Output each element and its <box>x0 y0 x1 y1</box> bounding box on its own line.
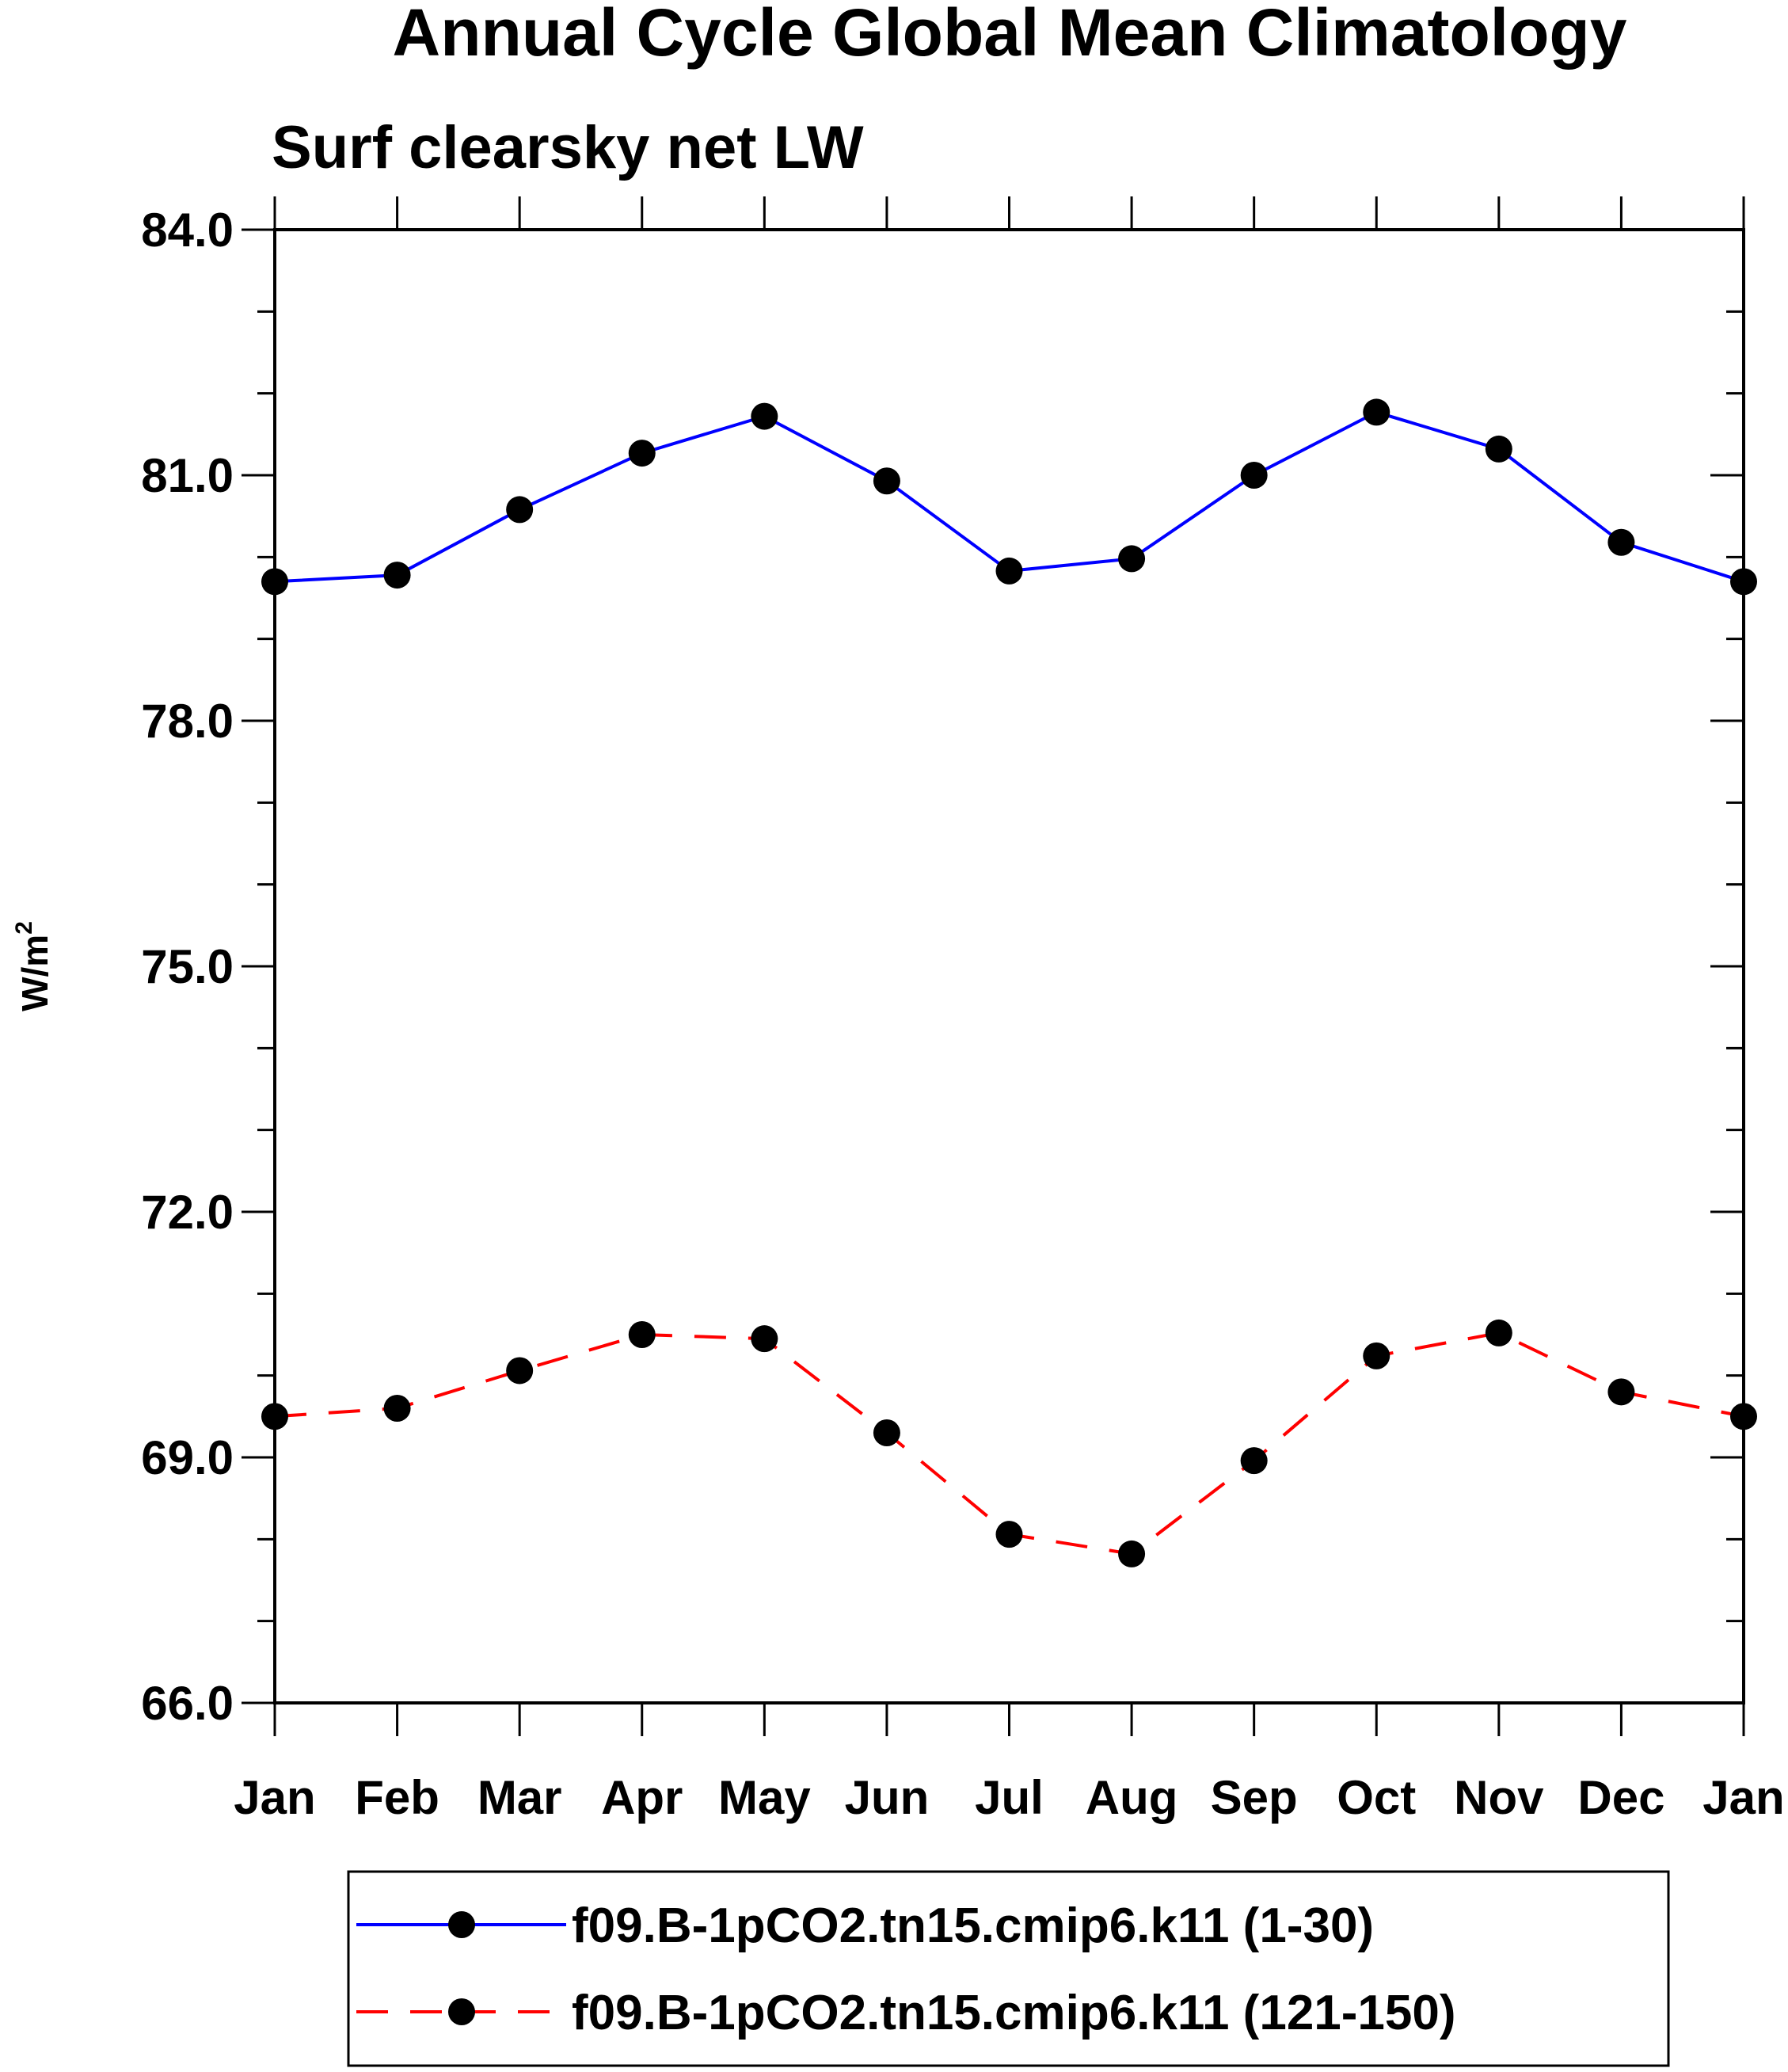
y-tick-label: 78.0 <box>141 695 234 748</box>
x-tick-label: Oct <box>1337 1771 1416 1824</box>
series-layer <box>261 398 1757 1567</box>
data-point-series-1 <box>383 562 411 589</box>
data-point-series-1 <box>1118 545 1146 573</box>
legend-marker-series-1 <box>448 1911 475 1938</box>
data-point-series-1 <box>1240 462 1268 489</box>
data-point-series-2 <box>628 1321 656 1348</box>
y-tick-label: 69.0 <box>141 1431 234 1484</box>
data-point-series-1 <box>628 440 656 467</box>
chart-subtitle: Surf clearsky net LW <box>272 114 864 181</box>
legend-box <box>347 1870 1670 2067</box>
data-point-series-2 <box>1363 1342 1390 1369</box>
data-point-series-2 <box>1118 1540 1146 1567</box>
x-tick-labels: Jan Feb Mar Apr May Jun Jul Aug Sep Oct Nov Dec Jan <box>234 1771 1784 1824</box>
axis-ticks <box>242 196 1745 1736</box>
x-tick-label: Jul <box>975 1771 1044 1824</box>
data-point-series-2 <box>261 1403 288 1430</box>
data-point-series-2 <box>506 1357 534 1385</box>
y-tick-label: 72.0 <box>141 1186 234 1239</box>
data-point-series-2 <box>873 1419 900 1446</box>
x-tick-label: Jan <box>1702 1771 1784 1824</box>
y-axis-label: W/m2 <box>11 921 55 1011</box>
data-point-series-2 <box>1240 1447 1268 1475</box>
data-point-series-1 <box>1730 568 1757 596</box>
data-point-series-1 <box>506 496 534 524</box>
x-tick-label: May <box>718 1771 811 1824</box>
data-point-series-1 <box>995 557 1023 585</box>
legend-label-series-2: f09.B-1pCO2.tn15.cmip6.k11 (121-150) <box>572 1986 1456 2040</box>
plot-frame <box>273 228 1745 1704</box>
x-tick-label: Jun <box>845 1771 930 1824</box>
y-tick-label: 84.0 <box>141 204 234 257</box>
y-tick-label: 81.0 <box>141 449 234 502</box>
x-tick-label: Mar <box>477 1771 562 1824</box>
series-line-2 <box>274 1331 1744 1556</box>
data-point-series-1 <box>1607 528 1635 556</box>
data-point-series-2 <box>995 1521 1023 1548</box>
legend-label-series-1: f09.B-1pCO2.tn15.cmip6.k11 (1-30) <box>572 1899 1374 1953</box>
data-point-series-2 <box>383 1395 411 1422</box>
x-tick-label: Feb <box>355 1771 439 1824</box>
y-tick-labels: 66.0 69.0 72.0 75.0 78.0 81.0 84.0 <box>141 204 234 1730</box>
x-tick-label: Aug <box>1086 1771 1178 1824</box>
x-tick-label: Nov <box>1454 1771 1544 1824</box>
data-point-series-1 <box>1485 435 1512 463</box>
data-point-series-2 <box>1607 1378 1635 1406</box>
x-tick-label: Dec <box>1577 1771 1664 1824</box>
chart-title: Annual Cycle Global Mean Climatology <box>393 0 1627 70</box>
x-tick-label: Sep <box>1211 1771 1298 1824</box>
legend-marker-series-2 <box>448 1998 475 2025</box>
y-axis-label-text: W/m <box>14 935 55 1011</box>
legend: f09.B-1pCO2.tn15.cmip6.k11 (1-30) f09.B-… <box>347 1870 1670 2067</box>
x-tick-label: Jan <box>234 1771 315 1824</box>
y-tick-label: 75.0 <box>141 940 234 993</box>
x-tick-label: Apr <box>601 1771 683 1824</box>
data-point-series-2 <box>751 1325 778 1353</box>
data-point-series-1 <box>1363 398 1390 426</box>
data-point-series-2 <box>1485 1319 1512 1346</box>
series-line-1 <box>274 410 1744 584</box>
data-point-series-1 <box>261 568 288 596</box>
y-axis-label-superscript: 2 <box>11 921 37 935</box>
data-point-series-2 <box>1730 1403 1757 1430</box>
data-point-series-1 <box>873 467 900 495</box>
data-point-series-1 <box>751 402 778 430</box>
y-tick-label: 66.0 <box>141 1677 234 1730</box>
